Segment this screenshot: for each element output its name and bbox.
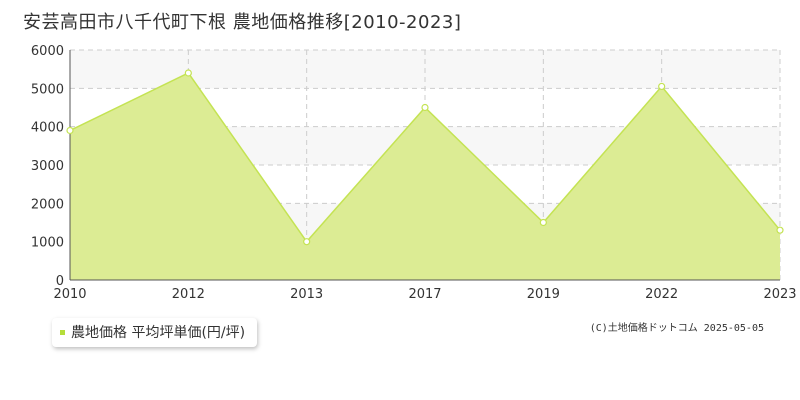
data-point	[776, 226, 784, 234]
legend-label: 農地価格 平均坪単価(円/坪)	[71, 325, 246, 341]
x-tick-label: 2023	[763, 287, 796, 302]
y-tick-label: 6000	[31, 44, 64, 59]
y-tick-label: 2000	[31, 197, 64, 212]
data-point	[539, 218, 547, 227]
legend: 農地価格 平均坪単価(円/坪)	[52, 318, 258, 347]
x-tick-label: 2013	[290, 287, 323, 302]
data-point	[658, 82, 666, 91]
chart-title: 安芸高田市八千代町下根 農地価格推移[2010-2023]	[23, 12, 462, 33]
y-tick-label: 5000	[31, 82, 64, 97]
y-tick-label: 3000	[31, 159, 64, 174]
x-tick-label: 2017	[408, 287, 441, 302]
x-tick-label: 2012	[172, 287, 205, 302]
x-tick-label: 2019	[527, 287, 560, 302]
x-tick-label: 2022	[645, 287, 678, 302]
y-tick-label: 1000	[31, 236, 64, 251]
y-tick-label: 0	[56, 274, 64, 289]
series-area	[70, 73, 780, 280]
data-point	[303, 238, 311, 246]
x-tick-label: 2010	[53, 287, 86, 302]
credit-text: (C)土地価格ドットコム 2025-05-05	[589, 323, 764, 334]
legend-swatch	[60, 329, 65, 335]
data-point	[184, 69, 192, 77]
data-point	[66, 126, 74, 135]
data-point	[421, 103, 429, 112]
y-tick-label: 4000	[31, 121, 64, 136]
